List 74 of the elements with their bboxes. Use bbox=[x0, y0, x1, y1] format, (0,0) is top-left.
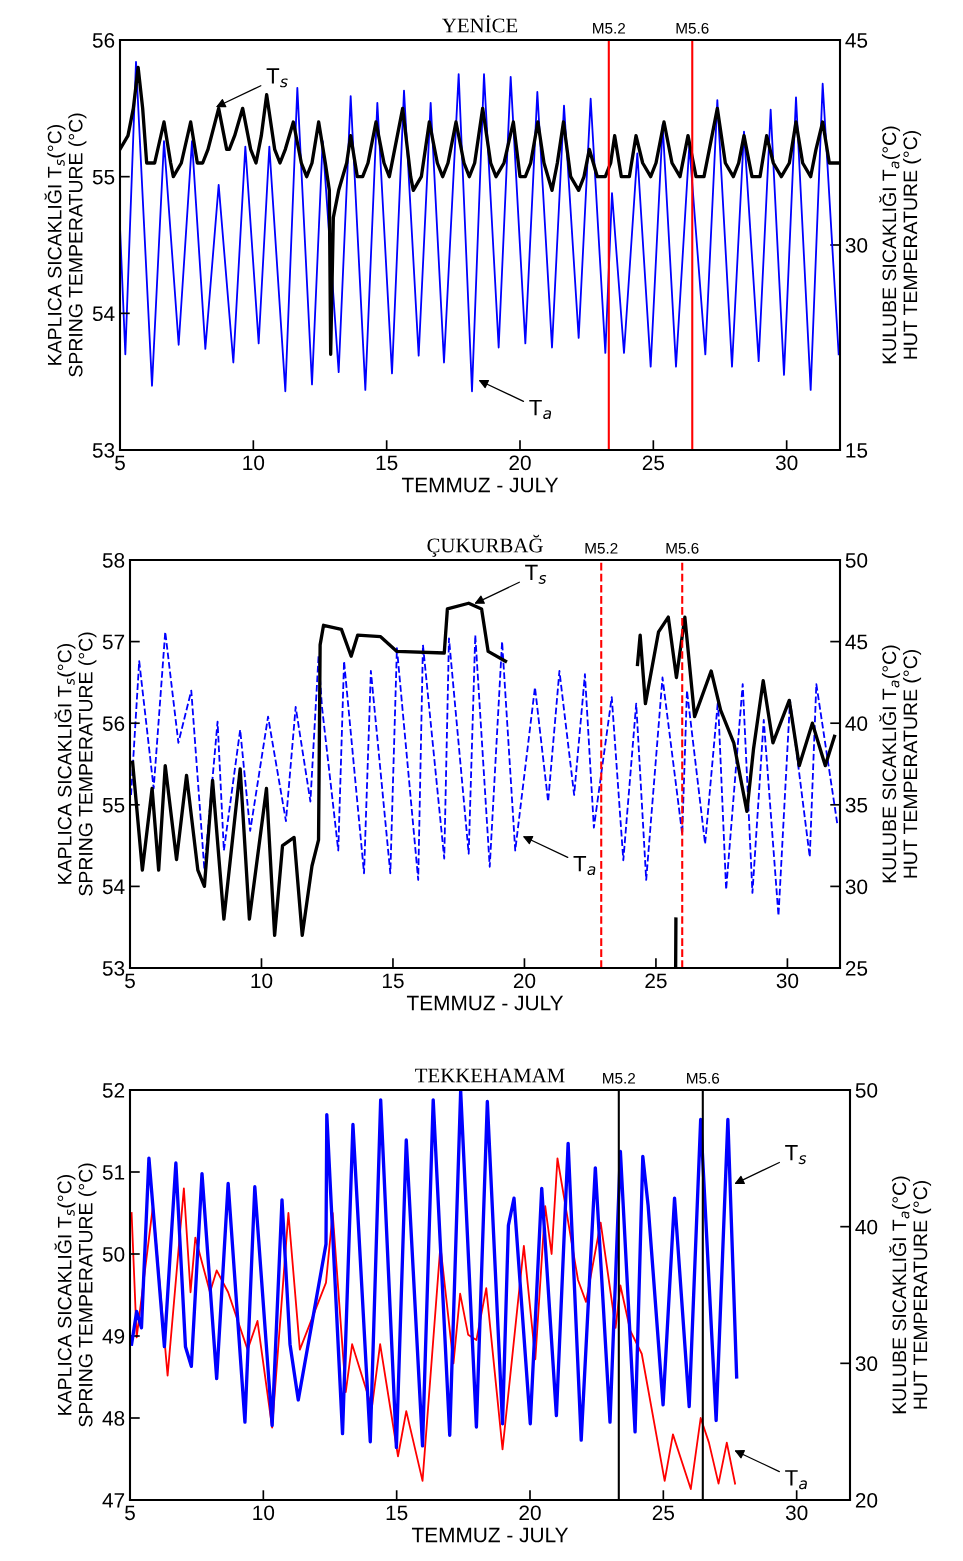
chart-title: YENİCE bbox=[442, 15, 518, 33]
ref-line-label: M5.6 bbox=[687, 1072, 720, 1084]
y-tick-label: 57 bbox=[102, 634, 125, 650]
chart-title: ÇUKURBAĞ bbox=[427, 534, 543, 557]
y2-tick-label: 15 bbox=[846, 443, 868, 458]
x-tick-label: 5 bbox=[125, 973, 135, 989]
ref-line-label: M5.2 bbox=[603, 1072, 636, 1084]
y2-axis-title: KULUBE SICAKLIĞI T$_{a}$(°C) HUT TEMPERATURE (°C) bbox=[879, 126, 922, 364]
x-tick-label: 30 bbox=[776, 973, 799, 989]
line-series bbox=[130, 630, 839, 917]
x-tick-label: 25 bbox=[642, 455, 665, 471]
y2-tick-label: 30 bbox=[845, 238, 868, 253]
y-tick-label: 51 bbox=[102, 1165, 125, 1180]
y2-tick-label: 30 bbox=[845, 879, 868, 895]
x-tick-label: 30 bbox=[775, 455, 798, 471]
x-tick-label: 10 bbox=[243, 455, 265, 471]
x-tick-label: 5 bbox=[115, 455, 125, 471]
y-tick-label: 58 bbox=[102, 553, 125, 568]
y-tick-label: 53 bbox=[92, 443, 115, 458]
x-tick-label: 20 bbox=[513, 973, 536, 989]
y2-tick-label: 50 bbox=[855, 1083, 878, 1098]
annotation: T$_{a}$ bbox=[785, 1470, 807, 1490]
ref-line-label: M5.6 bbox=[666, 542, 699, 554]
x-axis-title: TEMMUZ - JULY bbox=[411, 1527, 569, 1543]
y2-axis-title: KULUBE SICAKLIĞI T$_{a}$(°C) HUT TEMPERATURE (°C) bbox=[889, 1176, 932, 1414]
line-series bbox=[130, 1090, 739, 1450]
y-tick-label: 55 bbox=[102, 798, 125, 813]
x-tick-label: 25 bbox=[645, 973, 667, 989]
x-axis-title: TEMMUZ - JULY bbox=[401, 477, 559, 493]
y-axis-title: KAPLICA SICAKLIĞI T$_{s}$(°C) SPRING TEMPERATURE (°C) bbox=[54, 1163, 97, 1427]
annotation: T$_{s}$ bbox=[525, 564, 547, 584]
annotation: T$_{s}$ bbox=[266, 68, 288, 88]
x-tick-label: 15 bbox=[386, 1505, 408, 1521]
y2-tick-label: 35 bbox=[845, 797, 868, 813]
y2-tick-label: 45 bbox=[845, 634, 868, 650]
x-tick-label: 30 bbox=[785, 1505, 808, 1521]
y2-tick-label: 30 bbox=[855, 1356, 878, 1372]
y2-tick-label: 20 bbox=[855, 1493, 878, 1508]
annotation: T$_{a}$ bbox=[529, 399, 552, 420]
y-tick-label: 56 bbox=[92, 33, 115, 48]
y-axis-title: KAPLICA SICAKLIĞI T$_{s}$(°C) SPRING TEMPERATURE (°C) bbox=[54, 632, 97, 896]
chart-title: TEKKEHAMAM bbox=[415, 1068, 565, 1083]
y-tick-label: 50 bbox=[102, 1247, 125, 1262]
annotation: T$_{s}$ bbox=[785, 1144, 807, 1165]
y-tick-label: 54 bbox=[92, 306, 115, 322]
y2-tick-label: 40 bbox=[855, 1219, 878, 1235]
x-tick-label: 5 bbox=[125, 1505, 135, 1521]
ref-line-label: M5.6 bbox=[676, 22, 709, 34]
y-tick-label: 56 bbox=[102, 716, 125, 731]
y-tick-label: 52 bbox=[102, 1083, 125, 1098]
y-tick-label: 49 bbox=[102, 1329, 125, 1344]
y2-tick-label: 50 bbox=[845, 553, 868, 568]
y2-axis-title: KULUBE SICAKLIĞI T$_{a}$(°C) HUT TEMPERATURE (°C) bbox=[879, 645, 922, 883]
y-tick-label: 47 bbox=[102, 1493, 125, 1508]
x-tick-label: 10 bbox=[251, 973, 273, 989]
y2-tick-label: 25 bbox=[845, 961, 868, 976]
ref-line-label: M5.2 bbox=[593, 22, 626, 34]
annotation: T$_{a}$ bbox=[573, 855, 596, 876]
x-tick-label: 10 bbox=[253, 1505, 275, 1521]
x-tick-label: 20 bbox=[519, 1505, 541, 1521]
y2-tick-label: 45 bbox=[845, 33, 868, 48]
y-tick-label: 54 bbox=[102, 879, 125, 895]
ref-line-label: M5.2 bbox=[585, 542, 618, 554]
x-tick-label: 20 bbox=[509, 455, 531, 471]
x-tick-label: 25 bbox=[652, 1505, 675, 1521]
x-tick-label: 15 bbox=[382, 973, 404, 989]
line-series bbox=[130, 1157, 736, 1490]
y-tick-label: 53 bbox=[102, 961, 125, 976]
x-axis-title: TEMMUZ - JULY bbox=[406, 995, 564, 1011]
y-tick-label: 55 bbox=[92, 169, 115, 185]
y-axis-title: KAPLICA SICAKLIĞI T$_{s}$(°C) SPRING TEMPERATURE (°C) bbox=[44, 113, 87, 377]
y2-tick-label: 40 bbox=[845, 716, 868, 731]
y-tick-label: 48 bbox=[102, 1411, 125, 1426]
x-tick-label: 15 bbox=[376, 455, 398, 471]
